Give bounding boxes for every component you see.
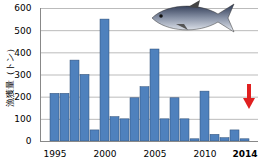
svg-text:0: 0 bbox=[26, 136, 32, 146]
svg-text:400: 400 bbox=[14, 48, 31, 58]
svg-text:1995: 1995 bbox=[44, 149, 67, 159]
svg-text:2010: 2010 bbox=[194, 149, 217, 159]
svg-text:200: 200 bbox=[14, 92, 31, 102]
svg-text:300: 300 bbox=[14, 70, 31, 80]
svg-text:漁獲量（トン）: 漁獲量（トン） bbox=[5, 44, 15, 107]
svg-text:600: 600 bbox=[14, 3, 31, 13]
svg-text:2000: 2000 bbox=[94, 149, 117, 159]
svg-text:2014: 2014 bbox=[232, 149, 257, 159]
svg-text:500: 500 bbox=[14, 26, 31, 36]
svg-text:2005: 2005 bbox=[144, 149, 167, 159]
svg-text:100: 100 bbox=[14, 114, 31, 124]
